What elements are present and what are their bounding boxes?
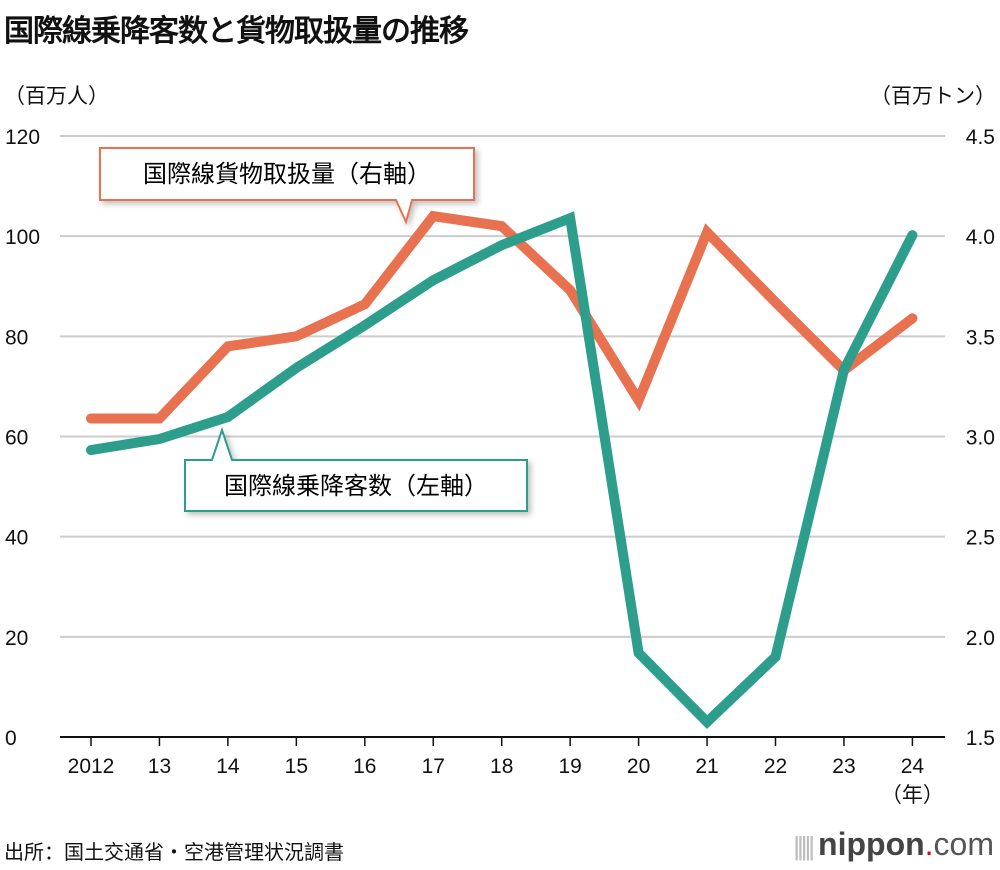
x-tick-label: 15 [285,755,308,778]
left-tick-label: 40 [5,527,28,550]
cargo-series-callout: 国際線貨物取扱量（右軸） [99,147,475,225]
x-tick-label: 24 [901,755,925,778]
x-tick-label: 23 [832,755,855,778]
right-tick-label: 4.0 [966,226,995,249]
x-tick-label: 16 [353,755,376,778]
x-tick-label: 13 [148,755,171,778]
cargo-series-label: 国際線貨物取扱量（右軸） [143,160,431,188]
right-tick-label: 3.5 [966,326,995,349]
x-tick-label: 21 [695,755,718,778]
x-tick-label: 18 [490,755,513,778]
left-tick-label: 20 [5,627,28,650]
source-note: 出所：国土交通省・空港管理状況調書 [4,840,344,864]
x-tick-label: 14 [216,755,240,778]
left-tick-label: 60 [5,427,28,450]
x-tick-label: 2012 [68,755,115,778]
right-axis-unit: （百万トン） [870,84,996,108]
passenger-series-callout: 国際線乗降客数（左軸） [184,426,528,512]
x-tick-label: 19 [558,755,581,778]
left-axis-unit: （百万人） [4,84,109,108]
right-tick-label: 1.5 [966,727,995,750]
left-tick-label: 100 [5,226,40,249]
right-tick-label: 2.5 [966,527,995,550]
left-tick-label: 80 [5,326,28,349]
passenger-series-label: 国際線乗降客数（左軸） [224,472,488,500]
right-tick-label: 3.0 [966,427,995,450]
nippon-logo[interactable]: ||||| nippon.com [793,826,994,862]
left-tick-label: 0 [5,727,17,750]
chart-title: 国際線乗降客数と貨物取扱量の推移 [4,14,469,49]
x-tick-label: 17 [422,755,445,778]
right-tick-label: 2.0 [966,627,995,650]
left-tick-label: 120 [5,126,40,149]
line-chart: 0 20 40 60 80 100 120 1.5 2.0 2.5 3.0 3.5 4.0 4.5 2012… [5,126,995,807]
x-tick-label: 22 [764,755,787,778]
right-tick-label: 4.5 [966,126,995,149]
x-axis-unit: （年） [881,784,944,807]
x-tick-label: 20 [627,755,650,778]
